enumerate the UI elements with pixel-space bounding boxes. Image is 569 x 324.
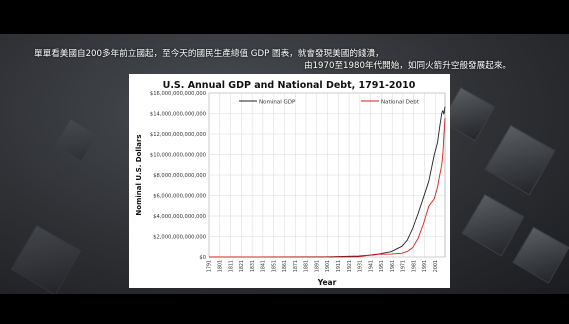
- decorative-cube: [484, 124, 556, 196]
- y-tick-label: $4,000,000,000,000: [153, 214, 206, 220]
- decorative-cube: [54, 118, 98, 162]
- x-axis-ticks: 1791 1801 1811 1821 1831 1841 1851 1861 1871 1881…: [207, 260, 439, 272]
- x-tick-label: 1831: [250, 260, 256, 272]
- series-line-national-debt: [208, 117, 446, 258]
- y-tick-label: $0: [199, 255, 206, 261]
- y-tick-label: $16,000,000,000,000: [150, 91, 206, 97]
- x-tick-label: 1891: [314, 260, 320, 272]
- letterbox-top: [0, 0, 569, 34]
- x-tick-label: 1861: [282, 260, 288, 272]
- y-tick-label: $10,000,000,000,000: [150, 152, 206, 158]
- x-axis-label: Year: [317, 278, 337, 287]
- letterbox-bottom: [0, 294, 569, 324]
- y-tick-label: $12,000,000,000,000: [150, 132, 206, 138]
- x-tick-label: 1841: [261, 260, 267, 272]
- x-tick-label: 1931: [358, 260, 364, 272]
- y-tick-label: $8,000,000,000,000: [153, 173, 206, 179]
- legend-label-debt: National Debt: [381, 100, 420, 106]
- chart-card: U.S. Annual GDP and National Debt, 1791-…: [129, 74, 450, 288]
- decorative-cube: [512, 226, 569, 284]
- y-tick-label: $14,000,000,000,000: [150, 111, 206, 117]
- x-tick-label: 1881: [304, 260, 310, 272]
- series-lines: [208, 106, 446, 258]
- x-tick-label: 1951: [379, 260, 385, 272]
- legend: Nominal GDP National Debt: [239, 100, 420, 106]
- x-tick-label: 1821: [239, 260, 245, 272]
- y-axis-ticks: $0 $2,000,000,000,000 $4,000,000,000,000 $6…: [150, 91, 206, 261]
- x-tick-label: 1981: [411, 260, 417, 272]
- x-tick-label: 1961: [390, 260, 396, 272]
- y-tick-label: $2,000,000,000,000: [153, 234, 206, 240]
- x-tick-label: 2001: [433, 260, 439, 272]
- x-tick-label: 1811: [228, 260, 234, 272]
- x-tick-label: 1901: [325, 260, 331, 272]
- x-tick-label: 1971: [401, 260, 407, 272]
- x-tick-label: 1921: [347, 260, 353, 272]
- x-tick-label: 1851: [271, 260, 277, 272]
- y-tick-label: $6,000,000,000,000: [153, 193, 206, 199]
- caption-line-1: 單單看美國自200多年前立國起，至今天的國民生產總值 GDP 圖表，就會發現美國…: [34, 49, 384, 59]
- decorative-cube: [461, 193, 525, 257]
- gdp-debt-chart: U.S. Annual GDP and National Debt, 1791-…: [135, 80, 446, 287]
- x-tick-label: 1941: [368, 260, 374, 272]
- x-tick-label: 1871: [293, 260, 299, 272]
- x-tick-label: 1911: [336, 260, 342, 272]
- gridlines: [208, 92, 445, 258]
- x-tick-label: 1801: [217, 260, 223, 272]
- decorative-cube: [10, 224, 82, 294]
- x-tick-label: 1791: [207, 260, 213, 272]
- x-tick-label: 1991: [422, 260, 428, 272]
- legend-label-gdp: Nominal GDP: [259, 100, 296, 106]
- chart-title: U.S. Annual GDP and National Debt, 1791-…: [163, 80, 416, 91]
- caption-line-2: 由1970至1980年代開始，如同火箭升空般發展起來。: [304, 61, 512, 71]
- y-axis-label: Nominal U.S. Dollars: [135, 134, 143, 215]
